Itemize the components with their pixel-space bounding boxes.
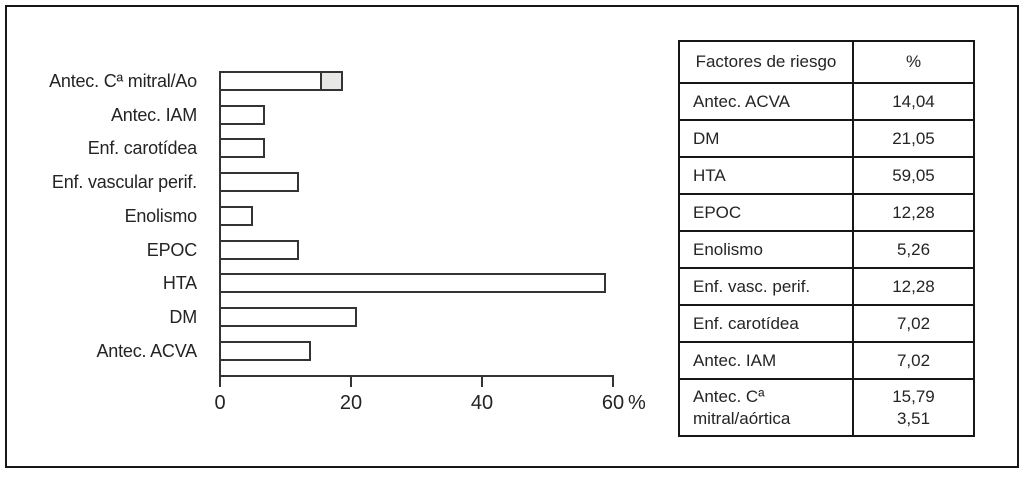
factor-cell: Enf. carotídea — [678, 304, 854, 343]
bar-segment — [219, 138, 265, 158]
x-axis-tick-label: 0 — [214, 392, 226, 414]
category-label: Antec. Cª mitral/Ao — [49, 71, 197, 91]
pct-cell: 59,05 — [852, 156, 975, 195]
factor-cell: Enf. vasc. perif. — [678, 267, 854, 306]
table-row: Enf. carotídea 7,02 — [678, 304, 975, 343]
figure-frame: Antec. Cª mitral/Ao Antec. IAM Enf. carotí… — [5, 5, 1019, 468]
bar-row: Antec. IAM — [7, 105, 667, 125]
pct-cell: 14,04 — [852, 82, 975, 121]
x-axis-line — [219, 375, 614, 377]
x-axis-tick-label: 40 — [470, 392, 494, 414]
bar-segment — [219, 206, 253, 226]
bar-row: Enf. vascular perif. — [7, 172, 667, 192]
factor-cell: Antec. IAM — [678, 341, 854, 380]
x-axis-tick — [219, 376, 221, 387]
category-label: Enf. vascular perif. — [51, 172, 197, 192]
header-percent: % — [852, 40, 975, 84]
category-label: Antec. IAM — [110, 105, 197, 125]
bar-row: Enolismo — [7, 206, 667, 226]
bar-row: Antec. Cª mitral/Ao — [7, 71, 667, 91]
bar — [219, 341, 311, 361]
bar — [219, 71, 343, 91]
category-label: DM — [169, 307, 197, 327]
bar-row: Antec. ACVA — [7, 341, 667, 361]
bar-segment — [320, 71, 343, 91]
bar-row: EPOC — [7, 240, 667, 260]
bar — [219, 138, 265, 158]
table-row: Antec. Cª mitral/aórtica 15,79 3,51 — [678, 378, 975, 437]
table-row: HTA 59,05 — [678, 156, 975, 195]
x-axis-tick — [612, 376, 614, 387]
category-label: EPOC — [146, 240, 197, 260]
pct-cell: 7,02 — [852, 341, 975, 380]
category-label: Enf. carotídea — [87, 138, 197, 158]
category-label: Enolismo — [124, 206, 198, 226]
table-row: Antec. ACVA 14,04 — [678, 82, 975, 121]
x-axis-tick — [350, 376, 352, 387]
bar — [219, 172, 299, 192]
factor-cell: Antec. ACVA — [678, 82, 854, 121]
table-row: Enf. vasc. perif. 12,28 — [678, 267, 975, 306]
bar — [219, 240, 299, 260]
bar-segment — [219, 307, 357, 327]
table-row: Enolismo 5,26 — [678, 230, 975, 269]
factor-cell: DM — [678, 119, 854, 158]
figure-content: Antec. Cª mitral/Ao Antec. IAM Enf. carotí… — [7, 7, 1017, 466]
pct-cell: 15,79 3,51 — [852, 378, 975, 437]
pct-cell: 21,05 — [852, 119, 975, 158]
bar-segment — [219, 71, 322, 91]
x-axis-unit-label: % — [628, 392, 646, 414]
pct-cell: 5,26 — [852, 230, 975, 269]
bar-row: Enf. carotídea — [7, 138, 667, 158]
bar-row: DM — [7, 307, 667, 327]
bar — [219, 206, 253, 226]
category-label: Antec. ACVA — [96, 341, 197, 361]
x-axis-tick-label: 20 — [339, 392, 363, 414]
bar-segment — [219, 273, 606, 293]
factor-line-1: Antec. Cª — [693, 387, 765, 407]
pct-line-1: 15,79 — [892, 387, 935, 407]
bar-segment — [219, 341, 311, 361]
bar-segment — [219, 240, 299, 260]
bar — [219, 307, 357, 327]
table-row: DM 21,05 — [678, 119, 975, 158]
y-axis-line — [219, 71, 221, 377]
factor-cell: EPOC — [678, 193, 854, 232]
header-factores-de-riesgo: Factores de riesgo — [678, 40, 854, 84]
bar — [219, 273, 606, 293]
x-axis-tick-label: 60 — [601, 392, 625, 414]
category-label: HTA — [162, 273, 197, 293]
table-row: Antec. IAM 7,02 — [678, 341, 975, 380]
bar — [219, 105, 265, 125]
risk-factors-table: Factores de riesgo % Antec. ACVA 14,04 D… — [678, 40, 975, 437]
bar-row: HTA — [7, 273, 667, 293]
table-header-row: Factores de riesgo % — [678, 40, 975, 84]
pct-cell: 7,02 — [852, 304, 975, 343]
bar-segment — [219, 105, 265, 125]
table-row: EPOC 12,28 — [678, 193, 975, 232]
bar-segment — [219, 172, 299, 192]
factor-cell: HTA — [678, 156, 854, 195]
x-axis-tick — [481, 376, 483, 387]
pct-cell: 12,28 — [852, 267, 975, 306]
factor-line-2: mitral/aórtica — [693, 408, 791, 428]
factor-cell: Antec. Cª mitral/aórtica — [678, 378, 854, 437]
pct-cell: 12,28 — [852, 193, 975, 232]
risk-table-container: Factores de riesgo % Antec. ACVA 14,04 D… — [678, 40, 975, 437]
factor-cell: Enolismo — [678, 230, 854, 269]
pct-line-2: 3,51 — [896, 408, 931, 428]
